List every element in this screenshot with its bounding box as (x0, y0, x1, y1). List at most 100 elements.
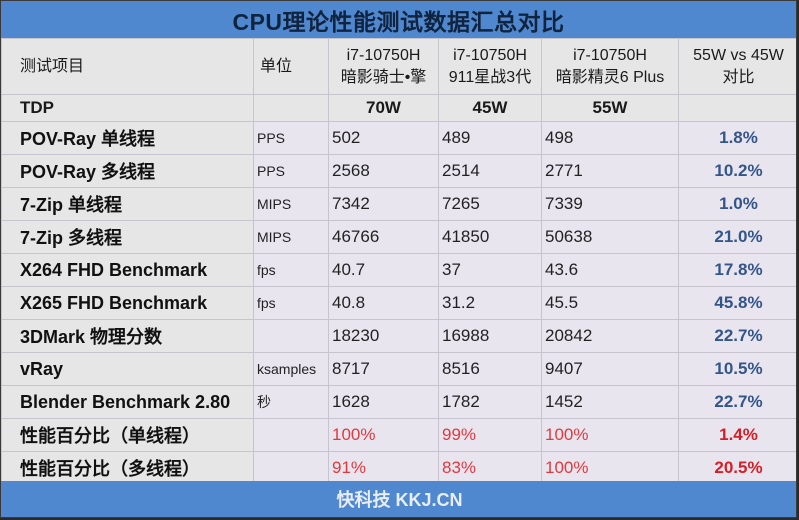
row-value-col2: 37 (438, 253, 542, 287)
row-value-col2: 16988 (438, 319, 542, 353)
row-value-col1: 91% (328, 451, 439, 485)
row-label: 3DMark 物理分数 (1, 319, 254, 353)
row-value-col2: 489 (438, 121, 542, 155)
header-compare-line2: 对比 (722, 68, 755, 86)
header-col1: i7-10750H 暗影骑士•擎 (328, 38, 439, 95)
header-col3-model: 暗影精灵6 Plus (555, 68, 665, 86)
tdp-col3: 55W (541, 94, 679, 122)
row-value-col2: 99% (438, 418, 542, 452)
row-compare: 10.5% (678, 352, 796, 386)
header-compare: 55W vs 45W 对比 (678, 38, 796, 95)
row-value-col2: 7265 (438, 187, 542, 221)
table-row: Blender Benchmark 2.80 秒 1628 1782 1452 22.7% (1, 385, 796, 419)
header-col3: i7-10750H 暗影精灵6 Plus (541, 38, 679, 95)
row-value-col1: 100% (328, 418, 439, 452)
header-col2-cpu: i7-10750H (453, 46, 527, 64)
row-compare: 17.8% (678, 253, 796, 287)
row-value-col2: 8516 (438, 352, 542, 386)
row-value-col3: 100% (541, 418, 679, 452)
header-col2-model: 911星战3代 (448, 68, 532, 86)
row-value-col3: 45.5 (541, 286, 679, 320)
footer-watermark: 快科技 KKJ.CN (1, 481, 796, 517)
tdp-label: TDP (1, 94, 254, 122)
row-compare: 22.7% (678, 319, 796, 353)
row-unit (253, 451, 329, 485)
row-value-col1: 1628 (328, 385, 439, 419)
row-compare: 1.8% (678, 121, 796, 155)
row-value-col1: 18230 (328, 319, 439, 353)
table-row: POV-Ray 单线程 PPS 502 489 498 1.8% (1, 121, 796, 155)
row-compare: 22.7% (678, 385, 796, 419)
row-label: 性能百分比（多线程） (1, 451, 254, 485)
row-value-col1: 46766 (328, 220, 439, 254)
tdp-compare (678, 94, 796, 122)
header-col3-cpu: i7-10750H (573, 46, 647, 64)
row-value-col1: 2568 (328, 154, 439, 188)
row-compare: 20.5% (678, 451, 796, 485)
header-row: 测试项目 单位 i7-10750H 暗影骑士•擎 i7-10750H 911星战3代… (1, 38, 796, 95)
table-row: POV-Ray 多线程 PPS 2568 2514 2771 10.2% (1, 154, 796, 188)
header-compare-line1: 55W vs 45W (693, 46, 784, 64)
tdp-unit (253, 94, 329, 122)
row-unit (253, 319, 329, 353)
row-compare: 1.4% (678, 418, 796, 452)
row-unit: fps (253, 286, 329, 320)
row-unit (253, 418, 329, 452)
row-value-col1: 40.7 (328, 253, 439, 287)
row-label: vRay (1, 352, 254, 386)
table-row: 性能百分比（单线程） 100% 99% 100% 1.4% (1, 418, 796, 452)
row-label: X265 FHD Benchmark (1, 286, 254, 320)
header-col1-model: 暗影骑士•擎 (340, 68, 427, 86)
row-label: X264 FHD Benchmark (1, 253, 254, 287)
table-row: 性能百分比（多线程） 91% 83% 100% 20.5% (1, 451, 796, 485)
row-value-col1: 40.8 (328, 286, 439, 320)
row-label: Blender Benchmark 2.80 (1, 385, 254, 419)
row-value-col3: 20842 (541, 319, 679, 353)
row-value-col3: 7339 (541, 187, 679, 221)
row-value-col2: 1782 (438, 385, 542, 419)
row-value-col3: 9407 (541, 352, 679, 386)
row-compare: 45.8% (678, 286, 796, 320)
table-row: 7-Zip 多线程 MIPS 46766 41850 50638 21.0% (1, 220, 796, 254)
table-row: 7-Zip 单线程 MIPS 7342 7265 7339 1.0% (1, 187, 796, 221)
row-value-col2: 41850 (438, 220, 542, 254)
tdp-col2: 45W (438, 94, 542, 122)
table-row: X265 FHD Benchmark fps 40.8 31.2 45.5 45.8% (1, 286, 796, 320)
tdp-row: TDP 70W 45W 55W (1, 94, 796, 122)
row-label: 性能百分比（单线程） (1, 418, 254, 452)
row-value-col2: 2514 (438, 154, 542, 188)
row-value-col3: 50638 (541, 220, 679, 254)
row-unit: ksamples (253, 352, 329, 386)
row-label: POV-Ray 单线程 (1, 121, 254, 155)
row-unit: PPS (253, 154, 329, 188)
row-unit: MIPS (253, 187, 329, 221)
table-row: vRay ksamples 8717 8516 9407 10.5% (1, 352, 796, 386)
row-label: POV-Ray 多线程 (1, 154, 254, 188)
row-unit: MIPS (253, 220, 329, 254)
row-compare: 10.2% (678, 154, 796, 188)
tdp-col1: 70W (328, 94, 439, 122)
row-value-col1: 502 (328, 121, 439, 155)
row-unit: 秒 (253, 385, 329, 419)
table-row: X264 FHD Benchmark fps 40.7 37 43.6 17.8% (1, 253, 796, 287)
header-item: 测试项目 (1, 38, 254, 95)
row-value-col3: 2771 (541, 154, 679, 188)
row-unit: fps (253, 253, 329, 287)
row-value-col1: 8717 (328, 352, 439, 386)
row-label: 7-Zip 多线程 (1, 220, 254, 254)
row-label: 7-Zip 单线程 (1, 187, 254, 221)
row-value-col1: 7342 (328, 187, 439, 221)
header-unit: 单位 (253, 38, 329, 95)
row-value-col3: 43.6 (541, 253, 679, 287)
row-value-col2: 31.2 (438, 286, 542, 320)
row-value-col3: 1452 (541, 385, 679, 419)
page-title: CPU理论性能测试数据汇总对比 (1, 1, 796, 38)
row-unit: PPS (253, 121, 329, 155)
table-row: 3DMark 物理分数 18230 16988 20842 22.7% (1, 319, 796, 353)
row-compare: 21.0% (678, 220, 796, 254)
header-col2: i7-10750H 911星战3代 (438, 38, 542, 95)
header-col1-cpu: i7-10750H (346, 46, 421, 64)
row-value-col2: 83% (438, 451, 542, 485)
row-value-col3: 100% (541, 451, 679, 485)
